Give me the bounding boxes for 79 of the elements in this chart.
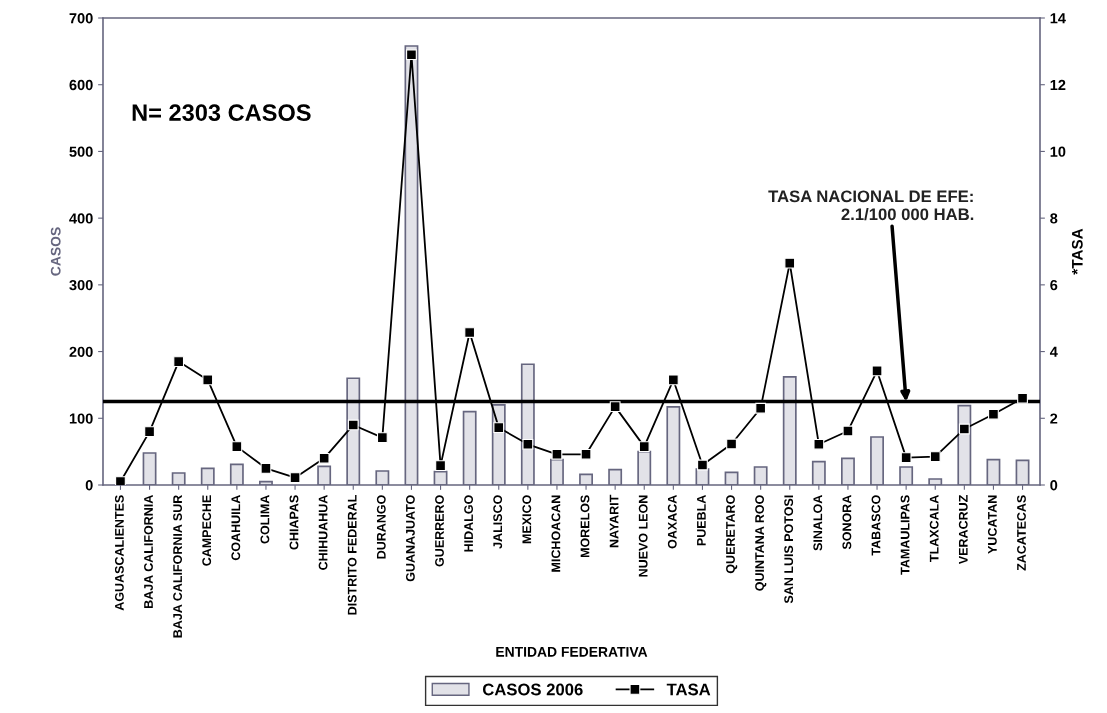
point xyxy=(638,441,650,453)
x-tick-label: TLAXCALA xyxy=(929,495,939,562)
point xyxy=(231,441,243,453)
point xyxy=(726,438,737,450)
point xyxy=(580,448,592,460)
point xyxy=(522,438,534,450)
x-tick-label: MICHOACAN xyxy=(551,495,561,572)
x-tick-label: MEXICO xyxy=(522,495,532,544)
x-tick-label: PUEBLA xyxy=(697,495,706,546)
y2-tick-label: 8 xyxy=(1050,213,1058,224)
x-tick-label: BAJA CALIFORNIA SUR xyxy=(173,494,183,638)
y-tick-label: 700 xyxy=(69,13,93,24)
y2-tick-label: 2 xyxy=(1050,413,1058,424)
y-tick-label: 600 xyxy=(69,79,93,91)
point xyxy=(406,49,417,61)
point xyxy=(697,459,708,471)
x-tick-label: HIDALGO xyxy=(464,495,474,552)
point xyxy=(988,408,999,420)
point xyxy=(173,356,185,367)
point xyxy=(115,476,126,485)
legend-label: CASOS 2006 xyxy=(482,683,583,696)
x-tick-label: SINALOA xyxy=(813,495,823,551)
y2-tick-label: 6 xyxy=(1050,279,1058,291)
point xyxy=(144,426,155,438)
point xyxy=(784,257,796,269)
x-tick-label: CHIAPAS xyxy=(289,495,299,550)
point xyxy=(318,452,330,464)
point xyxy=(260,462,272,474)
x-tick-label: TAMAULIPAS xyxy=(900,495,910,575)
x-tick-label: CHIHUAHUA xyxy=(318,495,328,570)
x-tick-label: QUERETARO xyxy=(726,495,738,574)
y2-tick-label: 12 xyxy=(1050,79,1066,90)
legend-label: TASA xyxy=(666,683,711,696)
point xyxy=(493,422,505,434)
x-tick-label: GUERRERO xyxy=(435,495,444,567)
x-tick-label: DISTRITO FEDERAL xyxy=(347,495,357,615)
x-axis-title: ENTIDAD FEDERATIVA xyxy=(496,647,648,657)
point xyxy=(755,402,767,414)
point xyxy=(435,460,446,472)
x-tick-label: BAJA CALIFORNIA xyxy=(144,495,153,608)
x-tick-label: TABASCO xyxy=(871,495,881,556)
x-tick-label: MORELOS xyxy=(580,495,590,558)
y-tick-label: 300 xyxy=(69,279,93,291)
x-tick-label: COAHUILA xyxy=(231,495,241,561)
x-tick-label: OAXACA xyxy=(667,495,677,549)
x-tick-label: QUINTANA ROO xyxy=(755,495,767,591)
x-tick-label: SAN LUIS POTOSI xyxy=(784,495,794,604)
y-tick-label: 400 xyxy=(69,213,93,224)
x-tick-label: COLIMA xyxy=(260,495,270,544)
point xyxy=(464,327,476,338)
x-tick-label: GUANAJUATO xyxy=(405,495,415,582)
y-tick-label: 0 xyxy=(85,480,93,491)
x-tick-label: ZACATECAS xyxy=(1017,495,1026,571)
y2-tick-label: 4 xyxy=(1049,346,1058,357)
point xyxy=(202,374,214,386)
x-tick-label: AGUASCALIENTES xyxy=(114,495,124,611)
x-tick-label: DURANGO xyxy=(376,495,386,559)
x-tick-label: VERACRUZ xyxy=(958,495,968,565)
point xyxy=(376,432,388,444)
annotation: N= 2303 CASOS xyxy=(132,104,311,122)
y2-axis-title: *TASA xyxy=(1071,228,1083,275)
y-tick-label: 200 xyxy=(69,346,93,357)
x-tick-label: NAYARIT xyxy=(609,494,619,548)
point xyxy=(347,419,359,431)
x-tick-label: NUEVO LEON xyxy=(638,495,648,577)
x-tick-label: JALISCO xyxy=(493,495,503,549)
y2-tick-label: 10 xyxy=(1050,146,1066,157)
point xyxy=(609,401,621,413)
y-tick-label: 500 xyxy=(69,146,93,157)
x-tick-label: SONORA xyxy=(842,495,852,550)
x-tick-label: YUCATAN xyxy=(987,495,997,554)
y-tick-label: 100 xyxy=(69,413,93,424)
point xyxy=(813,438,825,450)
y-axis-title: CASOS xyxy=(50,227,61,276)
point xyxy=(958,423,970,435)
y2-tick-label: 0 xyxy=(1050,480,1058,491)
x-tick-label: CAMPECHE xyxy=(202,495,212,566)
y2-tick-label: 14 xyxy=(1050,13,1066,24)
annotation: TASA NACIONAL DE EFE: 2.1/100 000 HAB. xyxy=(768,190,974,221)
